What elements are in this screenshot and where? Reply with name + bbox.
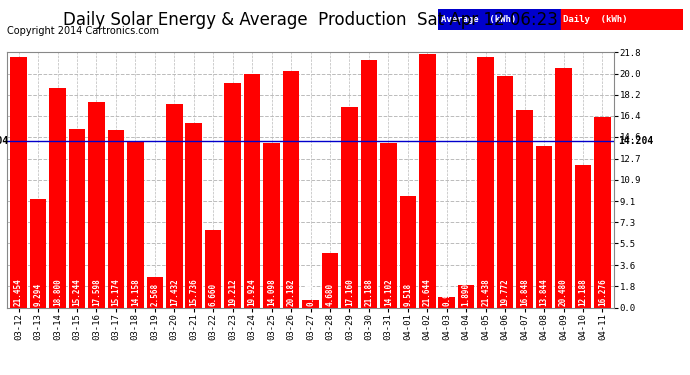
Text: 17.432: 17.432 (170, 278, 179, 306)
Text: 14.204: 14.204 (618, 136, 653, 146)
Text: 0.932: 0.932 (442, 283, 451, 306)
Bar (594, 117, 611, 308)
Bar (224, 83, 241, 308)
Text: Copyright 2014 Cartronics.com: Copyright 2014 Cartronics.com (7, 26, 159, 36)
Bar (88, 102, 105, 308)
Text: 17.160: 17.160 (345, 278, 354, 306)
Text: 19.772: 19.772 (501, 278, 510, 306)
Bar (560, 9, 683, 30)
Text: 6.660: 6.660 (208, 283, 217, 306)
Bar (555, 68, 572, 308)
Text: 9.294: 9.294 (34, 283, 43, 306)
Text: 19.212: 19.212 (228, 278, 237, 306)
Text: 15.244: 15.244 (72, 278, 81, 306)
Bar (10, 57, 27, 308)
Text: 19.924: 19.924 (248, 278, 257, 306)
Bar (380, 142, 397, 308)
Text: 0.664: 0.664 (306, 283, 315, 306)
Bar (438, 9, 560, 30)
Text: 16.276: 16.276 (598, 278, 607, 306)
Text: 21.454: 21.454 (14, 278, 23, 306)
Text: 18.800: 18.800 (53, 278, 62, 306)
Bar (283, 71, 299, 308)
Bar (438, 297, 455, 307)
Bar (322, 253, 338, 308)
Bar (400, 196, 416, 308)
Text: 21.438: 21.438 (481, 278, 490, 306)
Text: 13.844: 13.844 (540, 278, 549, 306)
Text: Daily Solar Energy & Average  Production  Sat Apr 12 06:23: Daily Solar Energy & Average Production … (63, 11, 558, 29)
Text: 16.848: 16.848 (520, 278, 529, 306)
Text: 2.568: 2.568 (150, 283, 159, 306)
Text: 14.102: 14.102 (384, 278, 393, 306)
Text: 21.644: 21.644 (423, 278, 432, 306)
Bar (575, 165, 591, 308)
Text: 14.204: 14.204 (0, 136, 9, 146)
Text: 14.098: 14.098 (267, 278, 276, 306)
Bar (146, 278, 163, 308)
Text: 12.188: 12.188 (578, 278, 587, 306)
Text: 1.890: 1.890 (462, 283, 471, 306)
Text: 21.188: 21.188 (364, 278, 373, 306)
Bar (127, 142, 144, 308)
Bar (205, 230, 221, 308)
Text: Daily  (kWh): Daily (kWh) (563, 15, 628, 24)
Bar (497, 76, 513, 308)
Bar (49, 88, 66, 308)
Bar (30, 199, 46, 308)
Bar (341, 107, 357, 307)
Bar (419, 54, 435, 307)
Text: 20.182: 20.182 (286, 278, 295, 306)
Bar (361, 60, 377, 308)
Bar (166, 104, 183, 308)
Text: 4.680: 4.680 (326, 283, 335, 306)
Text: 20.480: 20.480 (559, 278, 568, 306)
Text: 15.174: 15.174 (111, 278, 120, 306)
Text: 14.158: 14.158 (131, 278, 140, 306)
Text: 17.598: 17.598 (92, 278, 101, 306)
Bar (264, 142, 280, 308)
Bar (535, 146, 552, 308)
Bar (458, 285, 475, 308)
Bar (244, 75, 260, 308)
Bar (108, 130, 124, 308)
Bar (69, 129, 86, 308)
Bar (186, 123, 202, 308)
Bar (516, 110, 533, 308)
Text: Average  (kWh): Average (kWh) (441, 15, 516, 24)
Text: 15.736: 15.736 (189, 278, 198, 306)
Bar (477, 57, 494, 308)
Bar (302, 300, 319, 307)
Text: 9.518: 9.518 (404, 283, 413, 306)
